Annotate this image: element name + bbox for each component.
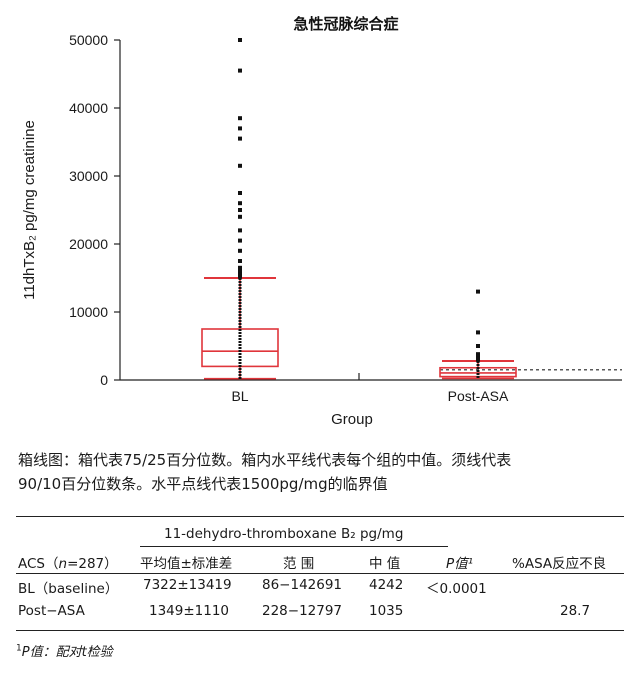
x-tick-label: BL bbox=[231, 388, 248, 404]
group-header-rule bbox=[140, 546, 448, 547]
outlier-point bbox=[238, 191, 242, 195]
table-footnote: 1P值：配对t检验 bbox=[16, 641, 113, 660]
outlier-point bbox=[238, 68, 242, 73]
y-axis-label: 11dhTxB₂ pg/mg creatinine bbox=[21, 120, 38, 300]
caption-line-2: 90/10百分位数条。水平点线代表1500pg/mg的临界值 bbox=[18, 475, 388, 493]
row-p: ＜0.0001 bbox=[426, 581, 487, 597]
row-mean: 7322±13419 bbox=[143, 577, 232, 593]
figure-caption: 箱线图：箱代表75/25百分位数。箱内水平线代表每个组的中值。须线代表 90/1… bbox=[18, 448, 628, 496]
outlier-point bbox=[238, 214, 242, 219]
y-tick-label: 30000 bbox=[69, 168, 108, 184]
outlier-point bbox=[476, 354, 480, 359]
outlier-point bbox=[238, 265, 242, 270]
outlier-point bbox=[476, 352, 480, 357]
col-mean: 平均值±标准差 bbox=[140, 556, 233, 572]
table-top-rule bbox=[16, 516, 624, 517]
y-tick-label: 10000 bbox=[69, 304, 108, 320]
col-acs: ACS（n=287） bbox=[18, 556, 118, 572]
col-median: 中 值 bbox=[369, 556, 401, 572]
boxplot-chart: 急性冠脉综合症 11dhTxB₂ pg/mg creatinine Group … bbox=[21, 15, 622, 428]
row-range: 228−12797 bbox=[262, 603, 343, 619]
table-row: BL（baseline） 7322±13419 86−142691 4242 ＜… bbox=[0, 575, 640, 597]
outlier-point bbox=[238, 248, 242, 253]
outlier-point bbox=[238, 269, 242, 274]
x-tick-label: Post-ASA bbox=[448, 388, 509, 404]
outlier-point bbox=[238, 259, 242, 263]
outlier-point bbox=[476, 289, 480, 294]
row-label: BL（baseline） bbox=[18, 581, 119, 597]
outlier-point bbox=[238, 116, 242, 121]
outlier-point bbox=[238, 228, 242, 233]
row-range: 86−142691 bbox=[262, 577, 343, 593]
header-rule bbox=[16, 573, 624, 574]
row-asa: 28.7 bbox=[560, 603, 591, 619]
table-bottom-rule bbox=[16, 630, 624, 631]
table-header-row: ACS（n=287） 平均值±标准差 范 围 中 值 P值¹ %ASA反应不良 bbox=[0, 550, 640, 572]
outlier-point bbox=[238, 272, 242, 277]
y-tick-label: 50000 bbox=[69, 32, 108, 48]
table-row: Post−ASA 1349±1110 228−12797 1035 28.7 bbox=[0, 601, 640, 623]
group-header: 11-dehydro-thromboxane B₂ pg/mg bbox=[164, 526, 404, 542]
outlier-point bbox=[238, 274, 242, 279]
row-label: Post−ASA bbox=[18, 603, 85, 619]
col-p: P值¹ bbox=[446, 556, 474, 572]
axes: 0 10000 20000 30000 40000 50000 BL Post-ASA bbox=[69, 32, 622, 404]
outlier-point bbox=[238, 163, 242, 168]
row-median: 4242 bbox=[369, 577, 404, 593]
outlier-point bbox=[476, 330, 480, 335]
outlier-point bbox=[238, 126, 242, 131]
outlier-point bbox=[238, 208, 242, 212]
chart-title: 急性冠脉综合症 bbox=[293, 15, 398, 33]
y-tick-label: 40000 bbox=[69, 100, 108, 116]
outlier-point bbox=[238, 238, 242, 243]
row-median: 1035 bbox=[369, 603, 404, 619]
outlier-point bbox=[476, 344, 480, 348]
footnote-marker: 1 bbox=[16, 643, 22, 654]
footnote-text: P值：配对t检验 bbox=[21, 645, 113, 660]
outlier-point bbox=[238, 201, 242, 206]
caption-line-1: 箱线图：箱代表75/25百分位数。箱内水平线代表每个组的中值。须线代表 bbox=[18, 451, 512, 469]
y-tick-label: 20000 bbox=[69, 236, 108, 252]
y-tick-label: 0 bbox=[100, 372, 108, 388]
x-axis-label: Group bbox=[331, 411, 373, 428]
outlier-point bbox=[476, 357, 480, 362]
col-asa: %ASA反应不良 bbox=[512, 556, 607, 572]
outlier-point bbox=[238, 38, 242, 42]
row-mean: 1349±1110 bbox=[149, 603, 230, 619]
col-range: 范 围 bbox=[283, 556, 315, 572]
outlier-point bbox=[238, 136, 242, 141]
plot-area bbox=[201, 38, 622, 380]
table-group-header-row: 11-dehydro-thromboxane B₂ pg/mg bbox=[0, 524, 640, 546]
